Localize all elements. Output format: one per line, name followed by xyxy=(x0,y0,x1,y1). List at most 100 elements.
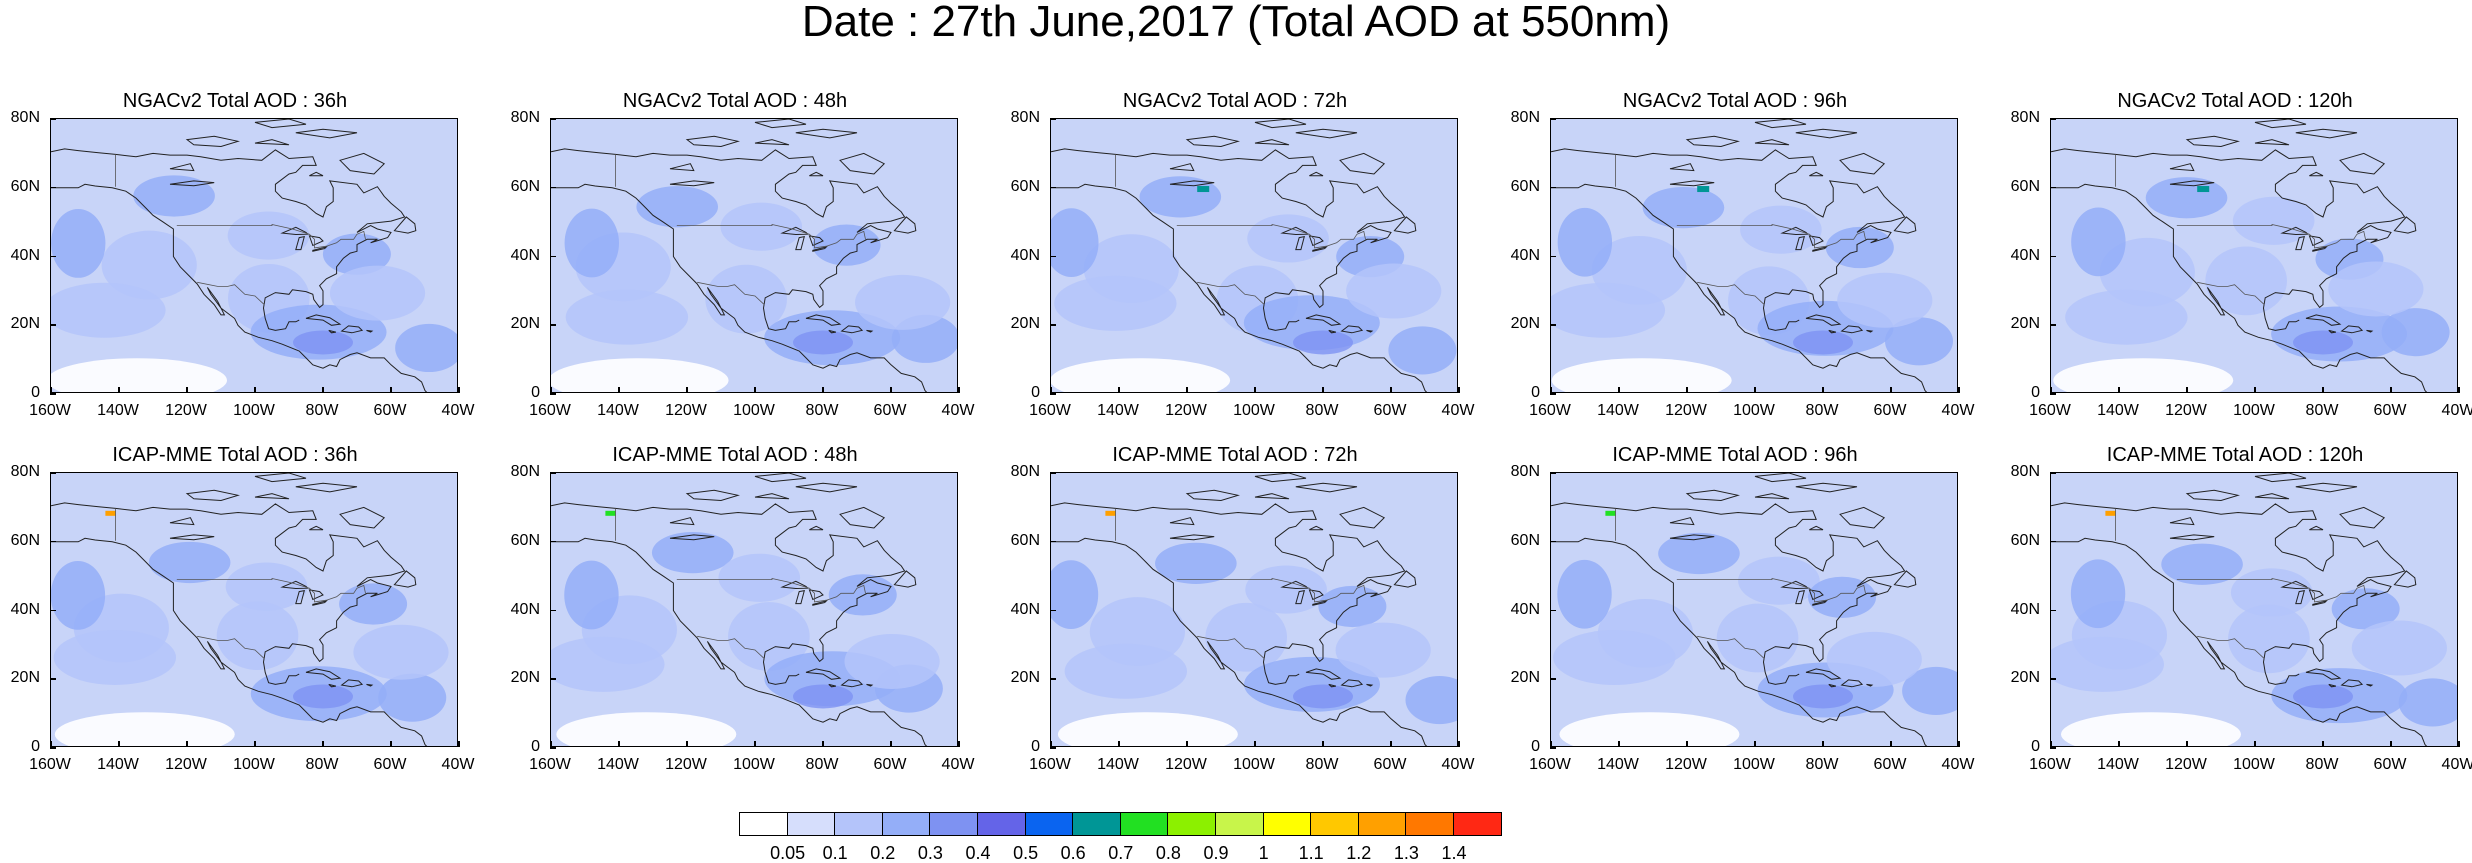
lon-tick-mark xyxy=(550,741,552,747)
island-outline xyxy=(685,489,740,502)
colorbar-swatch xyxy=(739,812,788,836)
lon-tick-label: 40W xyxy=(941,402,975,419)
coastline xyxy=(2051,502,2406,685)
lon-tick-label: 80W xyxy=(1305,756,1339,773)
island-outline xyxy=(340,679,364,688)
lake-outline xyxy=(669,534,715,541)
aod-region xyxy=(2228,604,2310,674)
lon-tick-mark xyxy=(822,741,824,747)
country-border xyxy=(1697,635,1765,659)
lat-tick-label: 20N xyxy=(1010,315,1040,333)
island-outline xyxy=(1254,473,1307,483)
island-outline xyxy=(1893,216,1917,234)
lon-tick-label: 140W xyxy=(597,756,639,773)
lat-tick-label: 0 xyxy=(2031,384,2040,401)
low-aod-region xyxy=(1559,712,1740,746)
lake-outline xyxy=(312,245,329,252)
lon-tick-mark xyxy=(1958,741,1960,747)
lon-tick-label: 80W xyxy=(1305,402,1339,419)
lake-outline xyxy=(795,589,805,605)
island-outline xyxy=(2328,329,2337,334)
map-area xyxy=(2050,472,2458,747)
lon-tick-label: 160W xyxy=(1029,402,1071,419)
lat-tick-mark xyxy=(550,678,556,680)
lon-tick-label: 60W xyxy=(2373,756,2407,773)
lat-tick-mark xyxy=(50,540,56,543)
colorbar-label: 0.5 xyxy=(1013,843,1039,863)
aod-region xyxy=(1826,631,1922,687)
lat-tick-label: 20N xyxy=(510,669,540,687)
lon-tick-mark xyxy=(550,387,552,393)
aod-region xyxy=(1553,630,1676,686)
lat-tick-label: 40N xyxy=(1510,600,1540,618)
island-outline xyxy=(328,683,337,688)
island-outline xyxy=(339,152,386,175)
lon-tick-mark xyxy=(390,741,392,747)
island-outline xyxy=(840,679,864,688)
lat-tick-label: 20N xyxy=(1510,315,1540,333)
lon-tick-label: 40W xyxy=(2441,402,2472,419)
aod-region xyxy=(564,560,619,630)
lat-tick-label: 80N xyxy=(1510,463,1540,480)
aod-region xyxy=(353,624,449,680)
aod-region xyxy=(1388,326,1457,375)
lat-tick-mark xyxy=(2050,324,2056,326)
island-outline xyxy=(1340,679,1364,688)
island-outline xyxy=(2309,525,2324,531)
aod-plume xyxy=(793,330,853,355)
lon-tick-mark xyxy=(958,741,960,747)
lat-tick-mark xyxy=(1550,472,1556,474)
map-area xyxy=(1050,118,1458,393)
lon-tick-label: 40W xyxy=(2441,756,2472,773)
lon-tick-label: 160W xyxy=(1529,402,1571,419)
lake-outline xyxy=(295,235,305,251)
lake-outline xyxy=(1295,589,1305,605)
lat-tick-mark xyxy=(50,472,56,474)
lat-tick-mark xyxy=(50,255,56,257)
map-panel: ICAP-MME Total AOD : 36h 80N 60N 40N 20N 0 160… xyxy=(0,444,475,784)
lon-tick-label: 140W xyxy=(1097,756,1139,773)
lake-outline xyxy=(1312,245,1329,252)
aod-region xyxy=(551,636,665,692)
island-outline xyxy=(1254,119,1307,129)
lon-tick-label: 100W xyxy=(2233,756,2275,773)
coastline xyxy=(551,502,906,685)
lat-tick-mark xyxy=(2050,747,2056,749)
aod-region xyxy=(1557,207,1613,277)
island-outline xyxy=(340,325,364,334)
lat-tick-mark xyxy=(550,118,556,120)
aod-region xyxy=(395,323,457,373)
lon-tick-label: 140W xyxy=(97,756,139,773)
coastline xyxy=(2051,537,2428,746)
aod-region xyxy=(1405,675,1457,725)
colorbar-swatch xyxy=(1310,812,1359,836)
aod-hotspot xyxy=(2105,510,2116,516)
aod-region xyxy=(564,208,619,278)
island-outline xyxy=(754,493,790,500)
map-area xyxy=(50,118,458,393)
aod-region xyxy=(329,265,426,321)
aod-region xyxy=(2381,308,2450,357)
lat-tick-label: 80N xyxy=(510,109,540,126)
aod-region xyxy=(2099,237,2195,307)
island-outline xyxy=(1339,152,1386,175)
aod-region xyxy=(2071,207,2126,277)
island-outline xyxy=(805,314,842,326)
lake-outline xyxy=(1169,180,1215,187)
lon-tick-mark xyxy=(890,387,892,393)
lake-outline xyxy=(1795,589,1805,605)
lat-tick-mark xyxy=(550,324,556,326)
aod-map xyxy=(1551,119,1954,392)
aod-region xyxy=(2331,588,2400,630)
island-outline xyxy=(809,171,824,177)
lon-tick-label: 80W xyxy=(2305,756,2339,773)
island-outline xyxy=(1839,506,1886,529)
aod-region xyxy=(1885,317,1954,366)
lon-tick-mark xyxy=(2254,741,2256,747)
lon-tick-mark xyxy=(1822,741,1824,747)
lon-tick-mark xyxy=(254,387,256,393)
island-outline xyxy=(2305,668,2342,680)
lat-tick-label: 60N xyxy=(1510,177,1540,195)
island-outline xyxy=(2393,216,2417,234)
lon-tick-mark xyxy=(1118,387,1120,393)
